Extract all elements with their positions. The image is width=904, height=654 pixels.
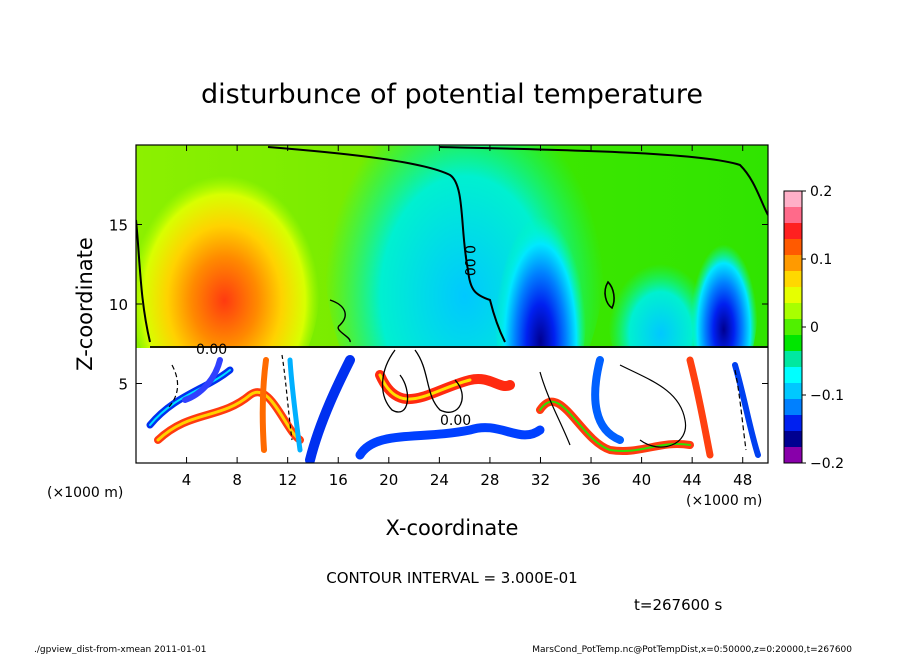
x-tick-label-4: 20 <box>379 471 398 489</box>
contour-interval: CONTOUR INTERVAL = 3.000E-01 <box>326 569 577 587</box>
x-ticks: 4 8 12 16 20 24 28 32 36 40 44 48 <box>182 145 752 489</box>
colorbar-swatch-0 <box>784 191 802 208</box>
x-unit-label-left: (×1000 m) <box>47 485 123 501</box>
colorbar-swatch-13 <box>784 399 802 416</box>
colorbar-swatch-4 <box>784 255 802 272</box>
colorbar-tick-label-4: −0.2 <box>810 456 844 472</box>
colorbar-tick-label-3: −0.1 <box>810 388 844 404</box>
footer-left: ./gpview_dist-from-xmean 2011-01-01 <box>34 645 206 654</box>
colorbar-swatch-5 <box>784 271 802 288</box>
colorbar-ticks: 0.2 0.1 0 −0.1 −0.2 <box>802 184 844 472</box>
x-tick-label-3: 16 <box>329 471 348 489</box>
contour-label-left: 0.00 <box>196 342 227 358</box>
x-axis-label: X-coordinate <box>386 516 519 540</box>
colorbar-tick-label-2: 0 <box>810 320 819 336</box>
colorbar-swatch-15 <box>784 431 802 448</box>
colorbar-swatch-12 <box>784 383 802 400</box>
colorbar-swatch-16 <box>784 447 802 464</box>
plot-field: 0.00 0.00 0.00 <box>136 145 768 463</box>
y-axis-label: Z-coordinate <box>73 237 97 371</box>
x-tick-label-6: 28 <box>480 471 499 489</box>
colorbar-swatch-10 <box>784 351 802 368</box>
colorbar-swatch-6 <box>784 287 802 304</box>
y-tick-label-2: 15 <box>109 217 128 235</box>
colorbar <box>784 191 802 464</box>
contour-lines <box>136 146 768 451</box>
chart-title: disturbunce of potential temperature <box>201 79 703 110</box>
x-tick-label-8: 36 <box>581 471 600 489</box>
x-tick-label-11: 48 <box>733 471 752 489</box>
x-tick-label-1: 8 <box>232 471 242 489</box>
x-tick-label-9: 40 <box>632 471 651 489</box>
colorbar-swatch-8 <box>784 319 802 336</box>
colorbar-swatch-11 <box>784 367 802 384</box>
colorbar-swatch-14 <box>784 415 802 432</box>
colorbar-swatch-3 <box>784 239 802 256</box>
colorbar-swatch-1 <box>784 207 802 224</box>
colorbar-swatch-7 <box>784 303 802 320</box>
x-tick-label-10: 44 <box>683 471 702 489</box>
time-stamp: t=267600 s <box>634 596 722 614</box>
colorbar-tick-label-0: 0.2 <box>810 184 832 200</box>
x-unit-label-right: (×1000 m) <box>686 493 762 509</box>
y-ticks: 5 10 15 <box>109 217 768 394</box>
lower-layer-bands <box>146 355 761 463</box>
x-tick-label-7: 32 <box>531 471 550 489</box>
y-tick-label-0: 5 <box>118 376 128 394</box>
colorbar-tick-label-1: 0.1 <box>810 252 832 268</box>
x-tick-label-5: 24 <box>430 471 449 489</box>
contour-label-upper: 0.00 <box>461 245 477 276</box>
x-tick-label-2: 12 <box>278 471 297 489</box>
contour-label-lower: 0.00 <box>440 413 471 429</box>
y-tick-label-1: 10 <box>109 296 128 314</box>
footer-right: MarsCond_PotTemp.nc@PotTempDist,x=0:5000… <box>532 645 852 654</box>
x-tick-label-0: 4 <box>182 471 192 489</box>
colorbar-swatch-2 <box>784 223 802 240</box>
colorbar-swatch-9 <box>784 335 802 352</box>
